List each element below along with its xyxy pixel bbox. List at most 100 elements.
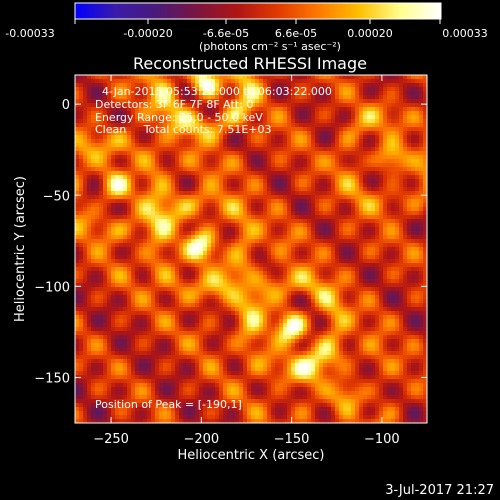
heatmap-cell [115, 159, 120, 164]
heatmap-cell [163, 87, 168, 92]
heatmap-cell [303, 263, 308, 268]
heatmap-cell [87, 259, 92, 264]
heatmap-cell [339, 195, 344, 200]
heatmap-cell [391, 283, 396, 288]
heatmap-cell [395, 211, 400, 216]
heatmap-cell [411, 163, 416, 168]
heatmap-cell [179, 263, 184, 268]
heatmap-cell [107, 79, 112, 84]
heatmap-cell [87, 263, 92, 268]
heatmap-cell [295, 235, 300, 240]
heatmap-cell [203, 115, 208, 120]
heatmap-cell [395, 107, 400, 112]
heatmap-cell [167, 171, 172, 176]
heatmap-cell [319, 183, 324, 188]
heatmap-cell [347, 263, 352, 268]
heatmap-cell [235, 287, 240, 292]
heatmap-cell [103, 275, 108, 280]
heatmap-cell [115, 291, 120, 296]
heatmap-cell [151, 87, 156, 92]
heatmap-cell [179, 111, 184, 116]
heatmap-cell [163, 243, 168, 248]
heatmap-cell [103, 207, 108, 212]
heatmap-cell [247, 255, 252, 260]
heatmap-cell [303, 251, 308, 256]
heatmap-cell [111, 147, 116, 152]
heatmap-cell [155, 187, 160, 192]
heatmap-cell [323, 171, 328, 176]
heatmap-cell [299, 147, 304, 152]
heatmap-cell [171, 175, 176, 180]
heatmap-cell [99, 231, 104, 236]
heatmap-cell [255, 111, 260, 116]
heatmap-cell [383, 151, 388, 156]
heatmap-cell [311, 115, 316, 120]
heatmap-cell [115, 171, 120, 176]
heatmap-cell [299, 295, 304, 300]
heatmap-cell [263, 147, 268, 152]
heatmap-cell [407, 75, 412, 80]
heatmap-cell [191, 223, 196, 228]
heatmap-cell [135, 175, 140, 180]
heatmap-cell [339, 143, 344, 148]
heatmap-cell [343, 271, 348, 276]
heatmap-cell [279, 83, 284, 88]
heatmap-cell [119, 83, 124, 88]
heatmap-cell [251, 223, 256, 228]
heatmap-cell [391, 139, 396, 144]
heatmap-cell [323, 75, 328, 80]
heatmap-cell [311, 87, 316, 92]
heatmap-cell [263, 123, 268, 128]
heatmap-cell [167, 227, 172, 232]
heatmap-cell [191, 283, 196, 288]
heatmap-cell [151, 199, 156, 204]
heatmap-cell [399, 131, 404, 136]
heatmap-cell [207, 215, 212, 220]
heatmap-cell [151, 167, 156, 172]
heatmap-cell [119, 207, 124, 212]
heatmap-cell [359, 271, 364, 276]
heatmap-cell [163, 235, 168, 240]
heatmap-cell [307, 127, 312, 132]
heatmap-cell [399, 183, 404, 188]
heatmap-cell [323, 219, 328, 224]
heatmap-cell [135, 163, 140, 168]
heatmap-cell [407, 143, 412, 148]
heatmap-cell [179, 123, 184, 128]
heatmap-cell [415, 199, 420, 204]
heatmap-cell [159, 127, 164, 132]
heatmap-cell [143, 87, 148, 92]
heatmap-cell [311, 283, 316, 288]
heatmap-cell [335, 187, 340, 192]
heatmap-cell [179, 159, 184, 164]
heatmap-cell [131, 275, 136, 280]
heatmap-cell [163, 259, 168, 264]
heatmap-cell [267, 75, 272, 80]
heatmap-cell [351, 171, 356, 176]
heatmap-cell [379, 287, 384, 292]
heatmap-cell [155, 247, 160, 252]
heatmap-cell [423, 287, 427, 292]
heatmap-cell [247, 107, 252, 112]
heatmap-cell [327, 83, 332, 88]
heatmap-cell [207, 91, 212, 96]
heatmap-cell [103, 135, 108, 140]
heatmap-cell [135, 231, 140, 236]
heatmap-cell [271, 215, 276, 220]
heatmap-cell [187, 203, 192, 208]
heatmap-cell [383, 199, 388, 204]
heatmap-cell [331, 279, 336, 284]
heatmap-cell [159, 151, 164, 156]
heatmap-cell [207, 95, 212, 100]
heatmap-cell [343, 251, 348, 256]
heatmap-cell [407, 107, 412, 112]
heatmap-cell [363, 123, 368, 128]
heatmap-cell [283, 75, 288, 80]
heatmap-cell [191, 287, 196, 292]
heatmap-cell [139, 195, 144, 200]
heatmap-cell [423, 171, 427, 176]
heatmap-cell [75, 207, 80, 212]
heatmap-cell [227, 123, 232, 128]
heatmap-cell [419, 275, 424, 280]
heatmap-cell [355, 119, 360, 124]
